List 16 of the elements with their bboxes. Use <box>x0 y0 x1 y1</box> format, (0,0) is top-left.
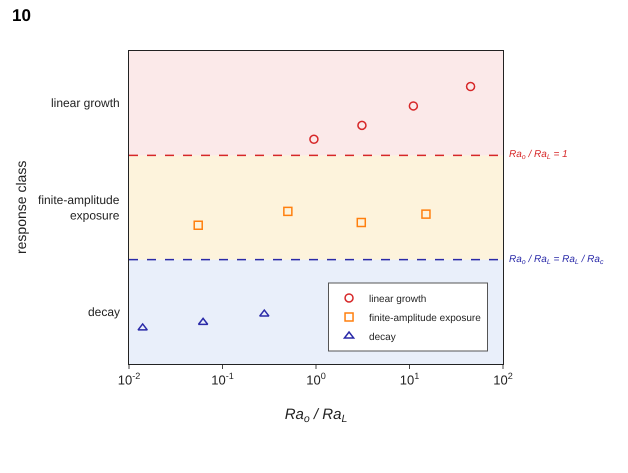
ref-line-label: Ra$_{o}$ / Ra$_{L}$ = 1 <box>509 149 568 162</box>
text: response class <box>13 160 30 254</box>
text: 10 <box>12 6 31 26</box>
x-axis-title: Ra$_{o}$ / Ra$_{L}$ <box>284 406 348 426</box>
legend-label: finite-amplitude exposure <box>369 312 482 324</box>
ref-line-label: Ra$_{o}$ / Ra$_{L}$ = Ra$_{L}$ / Ra$_{c}$ <box>509 254 604 266</box>
x-tick-label: 10$^{2}$ <box>493 371 513 388</box>
band-label: decay <box>88 305 120 319</box>
x-tick-label: 10$^{1}$ <box>400 371 420 388</box>
x-tick-label: 10$^{-1}$ <box>211 371 234 388</box>
x-tick-label: 10$^{-2}$ <box>118 371 140 388</box>
legend-label: decay <box>369 332 396 343</box>
x-tick-label: 10$^{0}$ <box>306 371 326 388</box>
band-label: finite-amplitude exposure <box>38 193 120 223</box>
band-label: linear growth <box>51 96 120 110</box>
legend-label: linear growth <box>369 294 426 305</box>
